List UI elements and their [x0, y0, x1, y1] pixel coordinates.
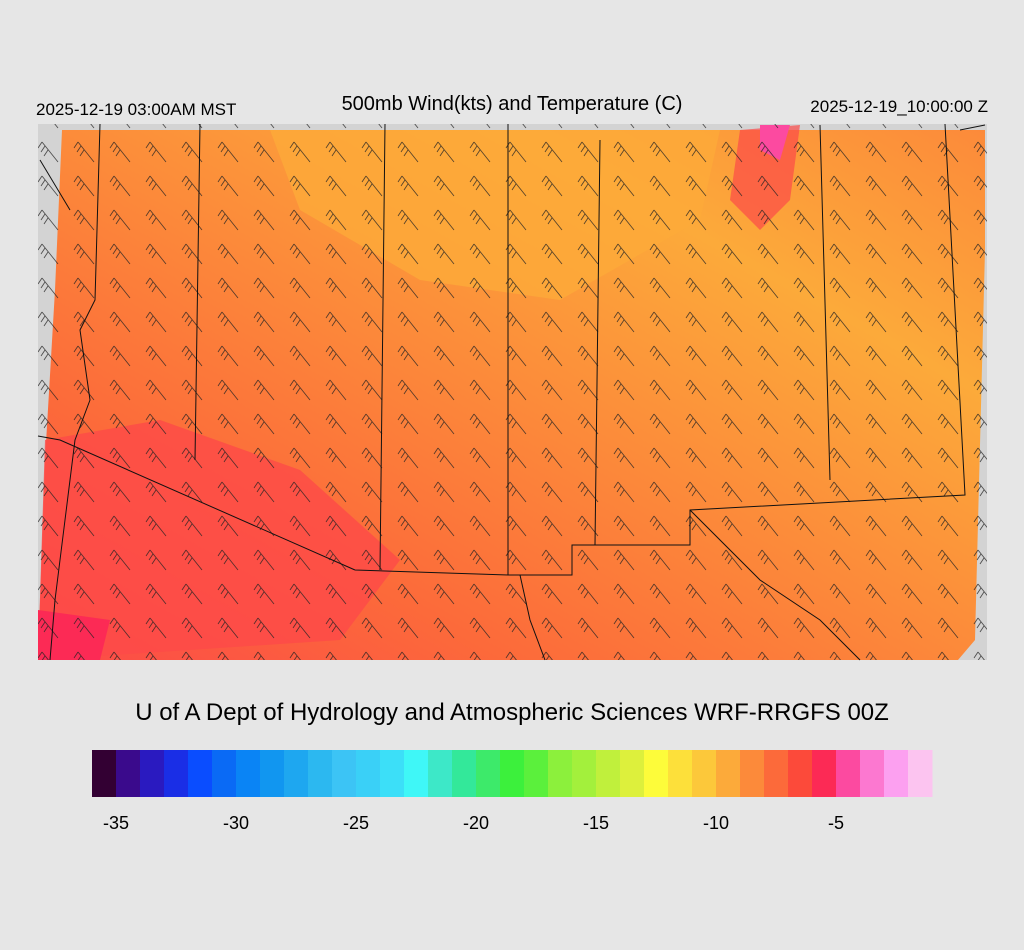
colorbar-tick-label: -15	[583, 813, 609, 833]
colorbar-swatch	[164, 750, 189, 797]
colorbar-swatch	[740, 750, 765, 797]
colorbar-swatch	[476, 750, 501, 797]
colorbar-swatch	[356, 750, 381, 797]
colorbar-swatch	[500, 750, 525, 797]
valid-utc: 2025-12-19_10:00:00 Z	[810, 97, 988, 116]
colorbar-swatch	[836, 750, 861, 797]
colorbar-swatch	[284, 750, 309, 797]
colorbar-swatch	[524, 750, 549, 797]
colorbar-swatch	[596, 750, 621, 797]
colorbar-swatch	[212, 750, 237, 797]
colorbar-swatch	[764, 750, 789, 797]
colorbar-tick-label: -25	[343, 813, 369, 833]
valid-local: 2025-12-19 03:00AM MST	[36, 100, 236, 119]
colorbar-swatch	[788, 750, 813, 797]
title: 500mb Wind(kts) and Temperature (C)	[342, 93, 683, 115]
colorbar-swatch	[620, 750, 645, 797]
colorbar-swatch	[140, 750, 165, 797]
boundaries	[37, 123, 986, 661]
colorbar-swatch	[380, 750, 405, 797]
colorbar-tick-label: -20	[463, 813, 489, 833]
colorbar-swatch	[908, 750, 933, 797]
colorbar-swatch	[236, 750, 261, 797]
colorbar-swatch	[92, 750, 117, 797]
wind-barbs	[38, 124, 987, 660]
colorbar-swatch	[860, 750, 885, 797]
colorbar-swatch	[884, 750, 909, 797]
colorbar-swatch	[428, 750, 453, 797]
colorbar-swatch	[116, 750, 141, 797]
colorbar-swatch	[572, 750, 597, 797]
credit: U of A Dept of Hydrology and Atmospheric…	[135, 699, 889, 726]
colorbar: -35 -30 -25 -20 -15 -10 -5	[92, 750, 933, 833]
colorbar-swatch	[260, 750, 285, 797]
colorbar-swatch	[332, 750, 357, 797]
colorbar-tick-label: -10	[703, 813, 729, 833]
colorbar-swatch	[548, 750, 573, 797]
colorbar-swatch	[404, 750, 429, 797]
colorbar-tick-label: -5	[828, 813, 844, 833]
colorbar-swatch	[716, 750, 741, 797]
colorbar-tick-label: -35	[103, 813, 129, 833]
colorbar-swatch	[452, 750, 477, 797]
colorbar-tick-label: -30	[223, 813, 249, 833]
colorbar-swatch	[668, 750, 693, 797]
colorbar-swatch	[308, 750, 333, 797]
colorbar-swatch	[644, 750, 669, 797]
colorbar-swatch	[692, 750, 717, 797]
colorbar-swatch	[188, 750, 213, 797]
colorbar-swatch	[812, 750, 837, 797]
